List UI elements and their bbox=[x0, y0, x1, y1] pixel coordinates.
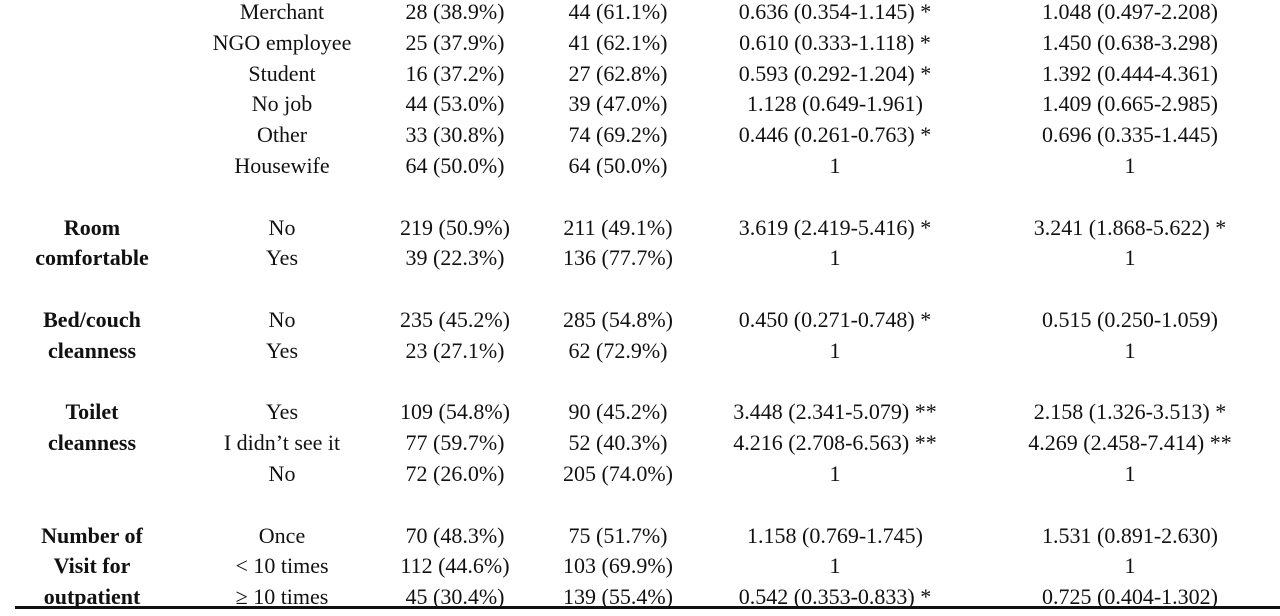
count-no: 285 (54.8%) bbox=[563, 307, 673, 332]
count-no: 27 (62.8%) bbox=[568, 60, 668, 86]
count-yes: 23 (27.1%) bbox=[405, 337, 505, 363]
adjusted-or: 1.048 (0.497-2.208) bbox=[1042, 0, 1218, 24]
group-label: outpatient bbox=[43, 584, 141, 610]
count-yes: 70 (48.3%) bbox=[405, 522, 505, 548]
adjusted-or: 1.392 (0.444-4.361) bbox=[1042, 60, 1218, 86]
adjusted-or: 1 bbox=[1124, 245, 1136, 271]
count-yes: 109 (54.8%) bbox=[400, 399, 510, 425]
count-no: 75 (51.7%) bbox=[568, 522, 668, 548]
count-yes: 45 (30.4%) bbox=[405, 584, 505, 610]
category: Student bbox=[248, 60, 316, 86]
bottom-rule bbox=[15, 606, 1280, 609]
adjusted-or: 1.531 (0.891-2.630) bbox=[1042, 522, 1218, 548]
group-label: comfortable bbox=[35, 245, 149, 271]
count-no: 211 (49.1%) bbox=[563, 214, 673, 240]
crude-or: 0.446 (0.261-0.763) * bbox=[738, 122, 932, 148]
adjusted-or: 1.450 (0.638-3.298) bbox=[1042, 29, 1218, 55]
adjusted-or: 0.696 (0.335-1.445) bbox=[1042, 122, 1218, 148]
group-label: Toilet bbox=[65, 399, 119, 425]
category: Housewife bbox=[234, 153, 330, 178]
adjusted-or: 1 bbox=[1124, 461, 1136, 486]
category: Yes bbox=[265, 399, 299, 425]
adjusted-or: 1 bbox=[1124, 553, 1136, 579]
crude-or: 0.610 (0.333-1.118) * bbox=[739, 29, 931, 55]
adjusted-or: 2.158 (1.326-3.513) * bbox=[1033, 399, 1227, 425]
count-yes: 33 (30.8%) bbox=[405, 122, 505, 148]
category: No job bbox=[251, 91, 313, 117]
count-no: 52 (40.3%) bbox=[568, 430, 668, 456]
category: ≥ 10 times bbox=[235, 584, 329, 610]
category: I didn’t see it bbox=[223, 430, 341, 456]
crude-or: 1 bbox=[829, 245, 841, 271]
count-yes: 112 (44.6%) bbox=[400, 553, 510, 579]
crude-or: 1 bbox=[829, 337, 841, 363]
count-yes: 72 (26.0%) bbox=[405, 461, 505, 486]
crude-or: 1 bbox=[829, 553, 841, 579]
category: Yes bbox=[265, 245, 299, 271]
group-label: cleanness bbox=[48, 430, 136, 456]
adjusted-or: 1.409 (0.665-2.985) bbox=[1042, 91, 1218, 117]
adjusted-or: 0.515 (0.250-1.059) bbox=[1042, 307, 1218, 332]
count-yes: 25 (37.9%) bbox=[405, 29, 505, 55]
group-label: Visit for bbox=[53, 553, 131, 579]
count-no: 139 (55.4%) bbox=[563, 584, 673, 610]
category: NGO employee bbox=[212, 29, 352, 55]
category: No bbox=[268, 461, 296, 486]
category: Yes bbox=[265, 337, 299, 363]
count-no: 103 (69.9%) bbox=[563, 553, 673, 579]
count-no: 39 (47.0%) bbox=[568, 91, 668, 117]
count-no: 64 (50.0%) bbox=[568, 153, 668, 178]
category: Once bbox=[258, 522, 306, 548]
crude-or: 1 bbox=[829, 153, 841, 178]
crude-or: 3.619 (2.419-5.416) * bbox=[738, 214, 932, 240]
count-yes: 219 (50.9%) bbox=[400, 214, 510, 240]
category: Merchant bbox=[239, 0, 325, 24]
category: Other bbox=[256, 122, 308, 148]
adjusted-or: 1 bbox=[1124, 153, 1136, 178]
count-yes: 235 (45.2%) bbox=[400, 307, 510, 332]
count-no: 41 (62.1%) bbox=[568, 29, 668, 55]
group-label: cleanness bbox=[48, 337, 136, 363]
count-no: 44 (61.1%) bbox=[568, 0, 668, 24]
count-no: 74 (69.2%) bbox=[568, 122, 668, 148]
crude-or: 1.128 (0.649-1.961) bbox=[747, 91, 923, 117]
crude-or: 1.158 (0.769-1.745) bbox=[747, 522, 923, 548]
crude-or: 1 bbox=[829, 461, 841, 486]
crude-or: 0.593 (0.292-1.204) * bbox=[738, 60, 932, 86]
crude-or: 0.542 (0.353-0.833) * bbox=[738, 584, 932, 610]
count-no: 205 (74.0%) bbox=[563, 461, 673, 486]
count-no: 136 (77.7%) bbox=[563, 245, 673, 271]
count-yes: 28 (38.9%) bbox=[405, 0, 505, 24]
group-label: Room bbox=[63, 214, 121, 240]
count-yes: 39 (22.3%) bbox=[405, 245, 505, 271]
crude-or: 4.216 (2.708-6.563) ** bbox=[733, 430, 937, 456]
count-no: 90 (45.2%) bbox=[568, 399, 668, 425]
category: No bbox=[268, 307, 296, 332]
crude-or: 0.450 (0.271-0.748) * bbox=[738, 307, 932, 332]
adjusted-or: 4.269 (2.458-7.414) ** bbox=[1028, 430, 1232, 456]
crude-or: 3.448 (2.341-5.079) ** bbox=[733, 399, 937, 425]
count-yes: 16 (37.2%) bbox=[405, 60, 505, 86]
category: < 10 times bbox=[235, 553, 329, 579]
adjusted-or: 1 bbox=[1124, 337, 1136, 363]
count-no: 62 (72.9%) bbox=[568, 337, 668, 363]
group-label: Bed/couch bbox=[43, 307, 141, 332]
category: No bbox=[268, 214, 296, 240]
count-yes: 44 (53.0%) bbox=[405, 91, 505, 117]
count-yes: 77 (59.7%) bbox=[405, 430, 505, 456]
adjusted-or: 0.725 (0.404-1.302) bbox=[1042, 584, 1218, 610]
crude-or: 0.636 (0.354-1.145) * bbox=[738, 0, 932, 24]
adjusted-or: 3.241 (1.868-5.622) * bbox=[1033, 214, 1227, 240]
count-yes: 64 (50.0%) bbox=[405, 153, 505, 178]
group-label: Number of bbox=[41, 522, 143, 548]
